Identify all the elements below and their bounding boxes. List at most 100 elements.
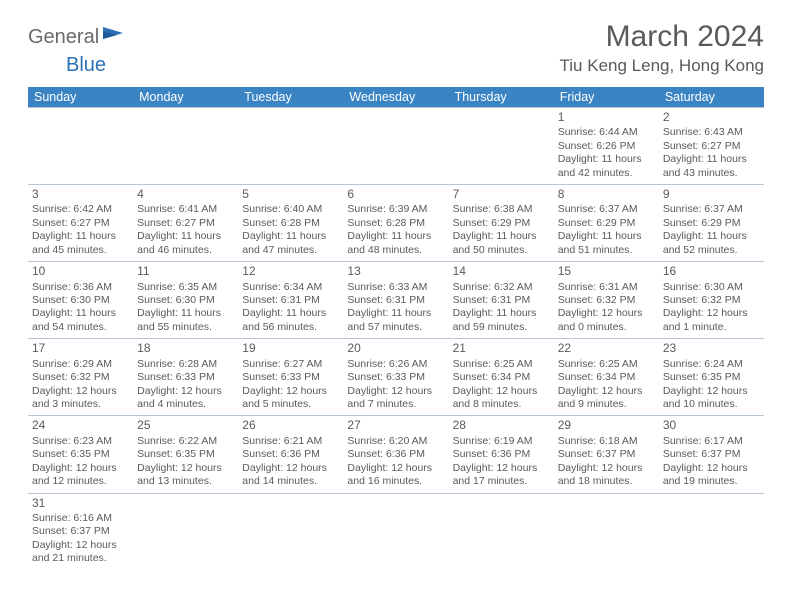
- sunrise-text: Sunrise: 6:19 AM: [453, 435, 550, 448]
- daylight-text: Daylight: 11 hours and 48 minutes.: [347, 230, 444, 257]
- calendar-cell: 3Sunrise: 6:42 AMSunset: 6:27 PMDaylight…: [28, 185, 133, 262]
- sunset-text: Sunset: 6:36 PM: [242, 448, 339, 461]
- sunset-text: Sunset: 6:31 PM: [347, 294, 444, 307]
- sunset-text: Sunset: 6:32 PM: [558, 294, 655, 307]
- sunrise-text: Sunrise: 6:27 AM: [242, 358, 339, 371]
- daylight-text: Daylight: 12 hours and 4 minutes.: [137, 385, 234, 412]
- day-number: 19: [242, 341, 339, 356]
- sunrise-text: Sunrise: 6:23 AM: [32, 435, 129, 448]
- day-number: 15: [558, 264, 655, 279]
- day-number: 12: [242, 264, 339, 279]
- day-number: 5: [242, 187, 339, 202]
- day-number: 24: [32, 418, 129, 433]
- calendar-cell: 27Sunrise: 6:20 AMSunset: 6:36 PMDayligh…: [343, 416, 448, 493]
- calendar-cell: 16Sunrise: 6:30 AMSunset: 6:32 PMDayligh…: [659, 262, 764, 339]
- sunrise-text: Sunrise: 6:16 AM: [32, 512, 129, 525]
- calendar-cell: [343, 108, 448, 185]
- calendar-cell: 11Sunrise: 6:35 AMSunset: 6:30 PMDayligh…: [133, 262, 238, 339]
- sunrise-text: Sunrise: 6:32 AM: [453, 281, 550, 294]
- calendar-cell: [238, 493, 343, 570]
- sunrise-text: Sunrise: 6:22 AM: [137, 435, 234, 448]
- sunrise-text: Sunrise: 6:39 AM: [347, 203, 444, 216]
- sunrise-text: Sunrise: 6:30 AM: [663, 281, 760, 294]
- calendar-cell: 13Sunrise: 6:33 AMSunset: 6:31 PMDayligh…: [343, 262, 448, 339]
- location: Tiu Keng Leng, Hong Kong: [560, 56, 764, 76]
- calendar-cell: 21Sunrise: 6:25 AMSunset: 6:34 PMDayligh…: [449, 339, 554, 416]
- calendar-body: 1Sunrise: 6:44 AMSunset: 6:26 PMDaylight…: [28, 108, 764, 570]
- dayheader-monday: Monday: [133, 87, 238, 108]
- daylight-text: Daylight: 11 hours and 54 minutes.: [32, 307, 129, 334]
- day-number: 20: [347, 341, 444, 356]
- calendar-cell: [449, 108, 554, 185]
- day-number: 22: [558, 341, 655, 356]
- day-number: 9: [663, 187, 760, 202]
- daylight-text: Daylight: 11 hours and 52 minutes.: [663, 230, 760, 257]
- sunset-text: Sunset: 6:32 PM: [663, 294, 760, 307]
- dayheader-wednesday: Wednesday: [343, 87, 448, 108]
- calendar-cell: 12Sunrise: 6:34 AMSunset: 6:31 PMDayligh…: [238, 262, 343, 339]
- sunrise-text: Sunrise: 6:44 AM: [558, 126, 655, 139]
- day-number: 28: [453, 418, 550, 433]
- sunset-text: Sunset: 6:26 PM: [558, 140, 655, 153]
- sunset-text: Sunset: 6:33 PM: [347, 371, 444, 384]
- sunrise-text: Sunrise: 6:24 AM: [663, 358, 760, 371]
- sunrise-text: Sunrise: 6:33 AM: [347, 281, 444, 294]
- daylight-text: Daylight: 12 hours and 16 minutes.: [347, 462, 444, 489]
- sunset-text: Sunset: 6:28 PM: [242, 217, 339, 230]
- sunrise-text: Sunrise: 6:28 AM: [137, 358, 234, 371]
- calendar-cell: 30Sunrise: 6:17 AMSunset: 6:37 PMDayligh…: [659, 416, 764, 493]
- day-number: 17: [32, 341, 129, 356]
- day-number: 26: [242, 418, 339, 433]
- calendar-cell: [28, 108, 133, 185]
- daylight-text: Daylight: 12 hours and 14 minutes.: [242, 462, 339, 489]
- calendar-cell: 26Sunrise: 6:21 AMSunset: 6:36 PMDayligh…: [238, 416, 343, 493]
- sunset-text: Sunset: 6:27 PM: [663, 140, 760, 153]
- calendar-cell: 20 Sunrise: 6:26 AMSunset: 6:33 PMDayligh…: [343, 339, 448, 416]
- logo-text-general: General: [28, 26, 99, 49]
- sunset-text: Sunset: 6:27 PM: [137, 217, 234, 230]
- sunrise-text: Sunrise: 6:35 AM: [137, 281, 234, 294]
- sunrise-text: Sunrise: 6:37 AM: [558, 203, 655, 216]
- daylight-text: Daylight: 11 hours and 42 minutes.: [558, 153, 655, 180]
- sunrise-text: Sunrise: 6:42 AM: [32, 203, 129, 216]
- calendar-cell: [238, 108, 343, 185]
- daylight-text: Daylight: 11 hours and 45 minutes.: [32, 230, 129, 257]
- day-number: 25: [137, 418, 234, 433]
- daylight-text: Daylight: 12 hours and 7 minutes.: [347, 385, 444, 412]
- daylight-text: Daylight: 11 hours and 46 minutes.: [137, 230, 234, 257]
- day-number: 31: [32, 496, 129, 511]
- sunset-text: Sunset: 6:31 PM: [453, 294, 550, 307]
- sunrise-text: Sunrise: 6:36 AM: [32, 281, 129, 294]
- day-number: 1: [558, 110, 655, 125]
- sunrise-text: Sunrise: 6:26 AM: [347, 358, 444, 371]
- daylight-text: Daylight: 12 hours and 3 minutes.: [32, 385, 129, 412]
- day-number: 29: [558, 418, 655, 433]
- calendar-cell: 29Sunrise: 6:18 AMSunset: 6:37 PMDayligh…: [554, 416, 659, 493]
- sunset-text: Sunset: 6:30 PM: [137, 294, 234, 307]
- day-number: 13: [347, 264, 444, 279]
- calendar-cell: 14Sunrise: 6:32 AMSunset: 6:31 PMDayligh…: [449, 262, 554, 339]
- daylight-text: Daylight: 12 hours and 21 minutes.: [32, 539, 129, 566]
- sunrise-text: Sunrise: 6:34 AM: [242, 281, 339, 294]
- calendar-row: 31Sunrise: 6:16 AMSunset: 6:37 PMDayligh…: [28, 493, 764, 570]
- day-number: 21: [453, 341, 550, 356]
- flag-icon: [103, 25, 125, 46]
- day-number: 4: [137, 187, 234, 202]
- sunset-text: Sunset: 6:34 PM: [558, 371, 655, 384]
- sunset-text: Sunset: 6:29 PM: [453, 217, 550, 230]
- daylight-text: Daylight: 11 hours and 56 minutes.: [242, 307, 339, 334]
- sunset-text: Sunset: 6:33 PM: [242, 371, 339, 384]
- daylight-text: Daylight: 12 hours and 1 minute.: [663, 307, 760, 334]
- dayheader-thursday: Thursday: [449, 87, 554, 108]
- daylight-text: Daylight: 11 hours and 51 minutes.: [558, 230, 655, 257]
- calendar-cell: 7Sunrise: 6:38 AMSunset: 6:29 PMDaylight…: [449, 185, 554, 262]
- calendar-cell: 28Sunrise: 6:19 AMSunset: 6:36 PMDayligh…: [449, 416, 554, 493]
- dayheader-saturday: Saturday: [659, 87, 764, 108]
- day-number: 14: [453, 264, 550, 279]
- dayheader-friday: Friday: [554, 87, 659, 108]
- day-number: 6: [347, 187, 444, 202]
- sunset-text: Sunset: 6:28 PM: [347, 217, 444, 230]
- sunrise-text: Sunrise: 6:43 AM: [663, 126, 760, 139]
- sunrise-text: Sunrise: 6:17 AM: [663, 435, 760, 448]
- sunset-text: Sunset: 6:37 PM: [32, 525, 129, 538]
